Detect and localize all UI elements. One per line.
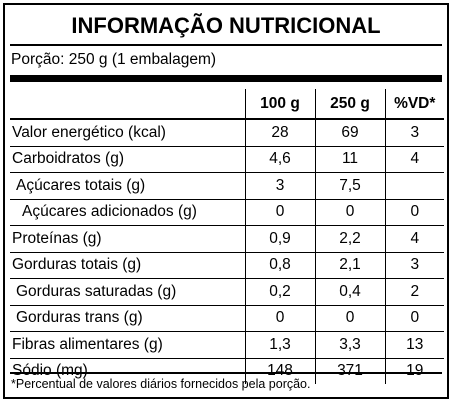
table-row: Valor energético (kcal) 28 69 3 bbox=[10, 118, 444, 147]
table-row: Fibras alimentares (g) 1,3 3,3 13 bbox=[10, 331, 444, 359]
value-per-100g: 4,6 bbox=[244, 145, 316, 173]
value-per-100g: 0 bbox=[244, 198, 316, 226]
title-divider bbox=[10, 44, 442, 46]
table-row: Proteínas (g) 0,9 2,2 4 bbox=[10, 225, 444, 253]
table-row: Carboidratos (g) 4,6 11 4 bbox=[10, 145, 444, 173]
value-per-100g: 1,3 bbox=[244, 331, 316, 359]
nutrient-name: Valor energético (kcal) bbox=[10, 118, 246, 147]
value-per-250g: 371 bbox=[314, 357, 386, 384]
table-row: Açúcares totais (g) 3 7,5 bbox=[10, 172, 444, 200]
daily-value-percent: 13 bbox=[384, 331, 444, 359]
value-per-250g: 2,2 bbox=[314, 225, 386, 253]
label-title: INFORMAÇÃO NUTRICIONAL bbox=[71, 13, 381, 38]
value-per-250g: 7,5 bbox=[314, 172, 386, 200]
table-body: Valor energético (kcal) 28 69 3 Carboidratos… bbox=[10, 118, 444, 384]
daily-value-percent: 0 bbox=[384, 304, 444, 332]
thick-divider bbox=[10, 75, 442, 82]
daily-value-percent: 4 bbox=[384, 225, 444, 253]
nutrient-name: Açúcares totais (g) bbox=[10, 172, 246, 200]
nutrient-name: Fibras alimentares (g) bbox=[10, 331, 246, 359]
nutrient-name: Gorduras saturadas (g) bbox=[10, 278, 246, 306]
header-daily-value: %VD* bbox=[384, 89, 444, 120]
nutrient-name: Gorduras totais (g) bbox=[10, 251, 246, 279]
header-nutrient bbox=[10, 89, 246, 120]
daily-value-percent: 0 bbox=[384, 198, 444, 226]
nutrition-facts-label: INFORMAÇÃO NUTRICIONAL Porção: 250 g (1 … bbox=[3, 3, 449, 399]
header-per-100g: 100 g bbox=[244, 89, 316, 120]
value-per-100g: 0 bbox=[244, 304, 316, 332]
value-per-250g: 0 bbox=[314, 304, 386, 332]
daily-value-percent: 4 bbox=[384, 145, 444, 173]
value-per-100g: 28 bbox=[244, 118, 316, 147]
table-row: Gorduras totais (g) 0,8 2,1 3 bbox=[10, 251, 444, 279]
table-row: Gorduras trans (g) 0 0 0 bbox=[10, 304, 444, 332]
value-per-100g: 0,8 bbox=[244, 251, 316, 279]
table-row: Gorduras saturadas (g) 0,2 0,4 2 bbox=[10, 278, 444, 306]
value-per-250g: 69 bbox=[314, 118, 386, 147]
daily-value-percent: 19 bbox=[384, 357, 444, 384]
table-row: Sódio (mg) 148 371 19 bbox=[10, 357, 444, 384]
nutrient-name: Proteínas (g) bbox=[10, 225, 246, 253]
nutrient-name: Açúcares adicionados (g) bbox=[10, 198, 246, 226]
footnote: *Percentual de valores diários fornecido… bbox=[11, 377, 311, 391]
value-per-100g: 148 bbox=[244, 357, 316, 384]
table-header-row: 100 g 250 g %VD* bbox=[10, 89, 444, 120]
footer-divider bbox=[10, 372, 442, 374]
daily-value-percent: 3 bbox=[384, 118, 444, 147]
nutrition-table: 100 g 250 g %VD* Valor energético (kcal)… bbox=[10, 89, 444, 384]
value-per-250g: 0,4 bbox=[314, 278, 386, 306]
portion-size: Porção: 250 g (1 embalagem) bbox=[11, 51, 217, 68]
value-per-250g: 0 bbox=[314, 198, 386, 226]
value-per-100g: 0,9 bbox=[244, 225, 316, 253]
value-per-100g: 0,2 bbox=[244, 278, 316, 306]
daily-value-percent: 2 bbox=[384, 278, 444, 306]
table-row: Açúcares adicionados (g) 0 0 0 bbox=[10, 198, 444, 226]
nutrient-name: Carboidratos (g) bbox=[10, 145, 246, 173]
header-per-250g: 250 g bbox=[314, 89, 386, 120]
daily-value-percent: 3 bbox=[384, 251, 444, 279]
value-per-250g: 3,3 bbox=[314, 331, 386, 359]
nutrient-name: Gorduras trans (g) bbox=[10, 304, 246, 332]
value-per-250g: 11 bbox=[314, 145, 386, 173]
value-per-250g: 2,1 bbox=[314, 251, 386, 279]
daily-value-percent bbox=[384, 172, 444, 200]
nutrient-name: Sódio (mg) bbox=[10, 357, 246, 384]
value-per-100g: 3 bbox=[244, 172, 316, 200]
